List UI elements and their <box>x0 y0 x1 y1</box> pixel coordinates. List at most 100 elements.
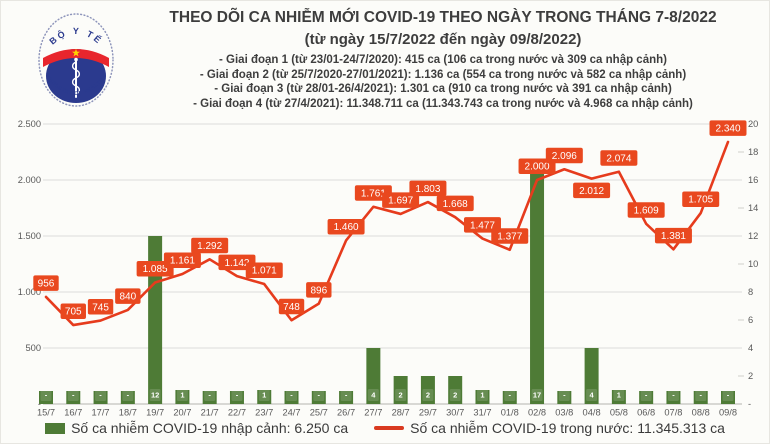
x-axis-date-label: 20/7 <box>173 408 191 418</box>
imported-cases-bar <box>584 348 599 404</box>
imported-cases-bar <box>693 391 708 404</box>
line-value-label: 2.000 <box>525 162 550 173</box>
bar-value-label: 4 <box>371 391 376 400</box>
imported-cases-bar <box>120 391 135 404</box>
line-value-label: 956 <box>38 279 55 290</box>
bar-series-swatch <box>45 422 66 434</box>
x-axis-date-label: 17/7 <box>92 408 110 418</box>
line-value-label: 745 <box>92 302 109 313</box>
imported-cases-bar <box>257 390 272 404</box>
left-axis-tick-label: 500 <box>25 343 41 353</box>
imported-cases-bar <box>530 166 545 404</box>
x-axis-date-label: 02/8 <box>528 408 546 418</box>
x-axis-date-label: 07/8 <box>664 408 682 418</box>
x-axis-date-label: 06/8 <box>637 408 655 418</box>
left-axis-tick-label: 1.000 <box>18 287 41 297</box>
imported-cases-bar <box>666 391 681 404</box>
line-value-label-box <box>491 228 529 244</box>
imported-cases-bar <box>66 391 81 404</box>
imported-cases-bar <box>502 391 517 404</box>
imported-cases-bar <box>721 391 735 404</box>
line-series-swatch <box>374 426 405 430</box>
right-axis-tick-label: 10 <box>748 259 758 269</box>
bar-value-label: 1 <box>480 391 484 400</box>
stage-4-note: - Giai đoạn 4 (từ 27/4/2021): 11.348.711… <box>193 97 693 110</box>
x-axis-date-label: 25/7 <box>310 408 328 418</box>
imported-cases-bar <box>639 391 654 404</box>
line-value-label: 840 <box>119 292 136 303</box>
x-axis-date-label: 04/8 <box>583 408 601 418</box>
line-value-label-box <box>191 237 229 254</box>
x-axis-date-label: 16/7 <box>64 408 82 418</box>
line-value-label: 1.697 <box>388 196 413 207</box>
imported-cases-bar <box>93 391 108 404</box>
imported-cases-bar <box>475 390 490 404</box>
bar-value-label: 2 <box>426 391 430 400</box>
line-value-label-box <box>245 262 283 279</box>
bar-label-chip <box>613 389 625 401</box>
x-axis-date-label: 15/7 <box>37 408 55 418</box>
bar-value-label: - <box>290 391 293 400</box>
logo-dotted-ring <box>38 13 114 107</box>
bar-label-chip <box>40 389 52 401</box>
legend-label-domestic: Số ca nhiễm COVID-19 trong nước: 11.345.… <box>410 420 725 436</box>
chart-title: THEO DÕI CA NHIỄM MỚI COVID-19 THEO NGÀY… <box>169 9 717 26</box>
bar-label-chip <box>667 389 679 401</box>
line-value-label: 1.460 <box>334 222 359 233</box>
x-axis-date-label: 21/7 <box>201 408 219 418</box>
bar-value-label: 4 <box>590 391 595 400</box>
right-axis-tick-label: 6 <box>748 315 753 325</box>
bar-value-label: - <box>699 391 702 400</box>
bar-label-chip <box>395 389 407 401</box>
x-axis-date-label: 30/7 <box>446 408 464 418</box>
x-axis-date-label: 09/8 <box>719 408 737 418</box>
right-axis-tick-label: - <box>748 399 751 409</box>
imported-cases-bar <box>393 376 408 404</box>
x-axis-date-label: 08/8 <box>692 408 710 418</box>
ministry-of-health-logo: BỘ Y TẾ MINISTRY OF HEALTH <box>38 13 114 107</box>
legend-label-imported: Số ca nhiễm COVID-19 nhập cảnh: 6.250 ca <box>71 420 349 436</box>
imported-cases-bar <box>366 348 381 404</box>
bar-value-label: - <box>672 391 675 400</box>
bar-label-chip <box>67 389 79 401</box>
line-value-label: 2.340 <box>715 124 740 135</box>
line-value-label: 1.085 <box>143 264 168 275</box>
line-value-label-box <box>627 202 665 218</box>
bar-value-label: 1 <box>180 391 184 400</box>
chart-subtitle: (từ ngày 15/7/2022 đến ngày 09/8/2022) <box>304 31 582 48</box>
imported-cases-bar <box>311 391 326 404</box>
line-value-label-box <box>600 150 638 166</box>
line-value-label: 1.377 <box>497 231 522 242</box>
bar-label-chip <box>204 389 216 401</box>
line-value-label-box <box>436 195 474 212</box>
line-value-label-box <box>87 299 114 315</box>
line-value-label-box <box>278 298 305 315</box>
line-value-label: 2.074 <box>606 153 631 164</box>
bar-label-chip <box>531 389 543 401</box>
line-value-label: 896 <box>310 285 327 296</box>
bar-value-label: - <box>208 391 211 400</box>
bar-label-chip <box>340 389 352 401</box>
bar-label-chip <box>695 389 707 401</box>
legend-item-domestic: Số ca nhiễm COVID-19 trong nước: 11.345.… <box>374 420 725 436</box>
line-value-label: 1.668 <box>443 199 468 210</box>
bar-label-chip <box>449 389 461 401</box>
bar-value-label: 1 <box>617 391 621 400</box>
bar-label-chip <box>95 389 107 401</box>
legend-item-imported: Số ca nhiễm COVID-19 nhập cảnh: 6.250 ca <box>45 420 348 436</box>
bar-value-label: 2 <box>399 391 403 400</box>
bar-label-chip <box>558 389 570 401</box>
bar-label-chip <box>231 389 243 401</box>
bar-value-label: - <box>127 391 130 400</box>
line-value-label: 1.142 <box>224 258 249 269</box>
line-value-label-box <box>463 217 501 233</box>
bar-value-label: - <box>45 391 48 400</box>
line-value-label: 1.609 <box>634 205 659 216</box>
logo-asclepius-rod-icon <box>71 57 81 98</box>
bar-value-label: 12 <box>151 391 159 400</box>
bar-value-label: - <box>563 391 566 400</box>
imported-cases-bar <box>148 236 163 404</box>
imported-cases-bar <box>39 391 53 404</box>
